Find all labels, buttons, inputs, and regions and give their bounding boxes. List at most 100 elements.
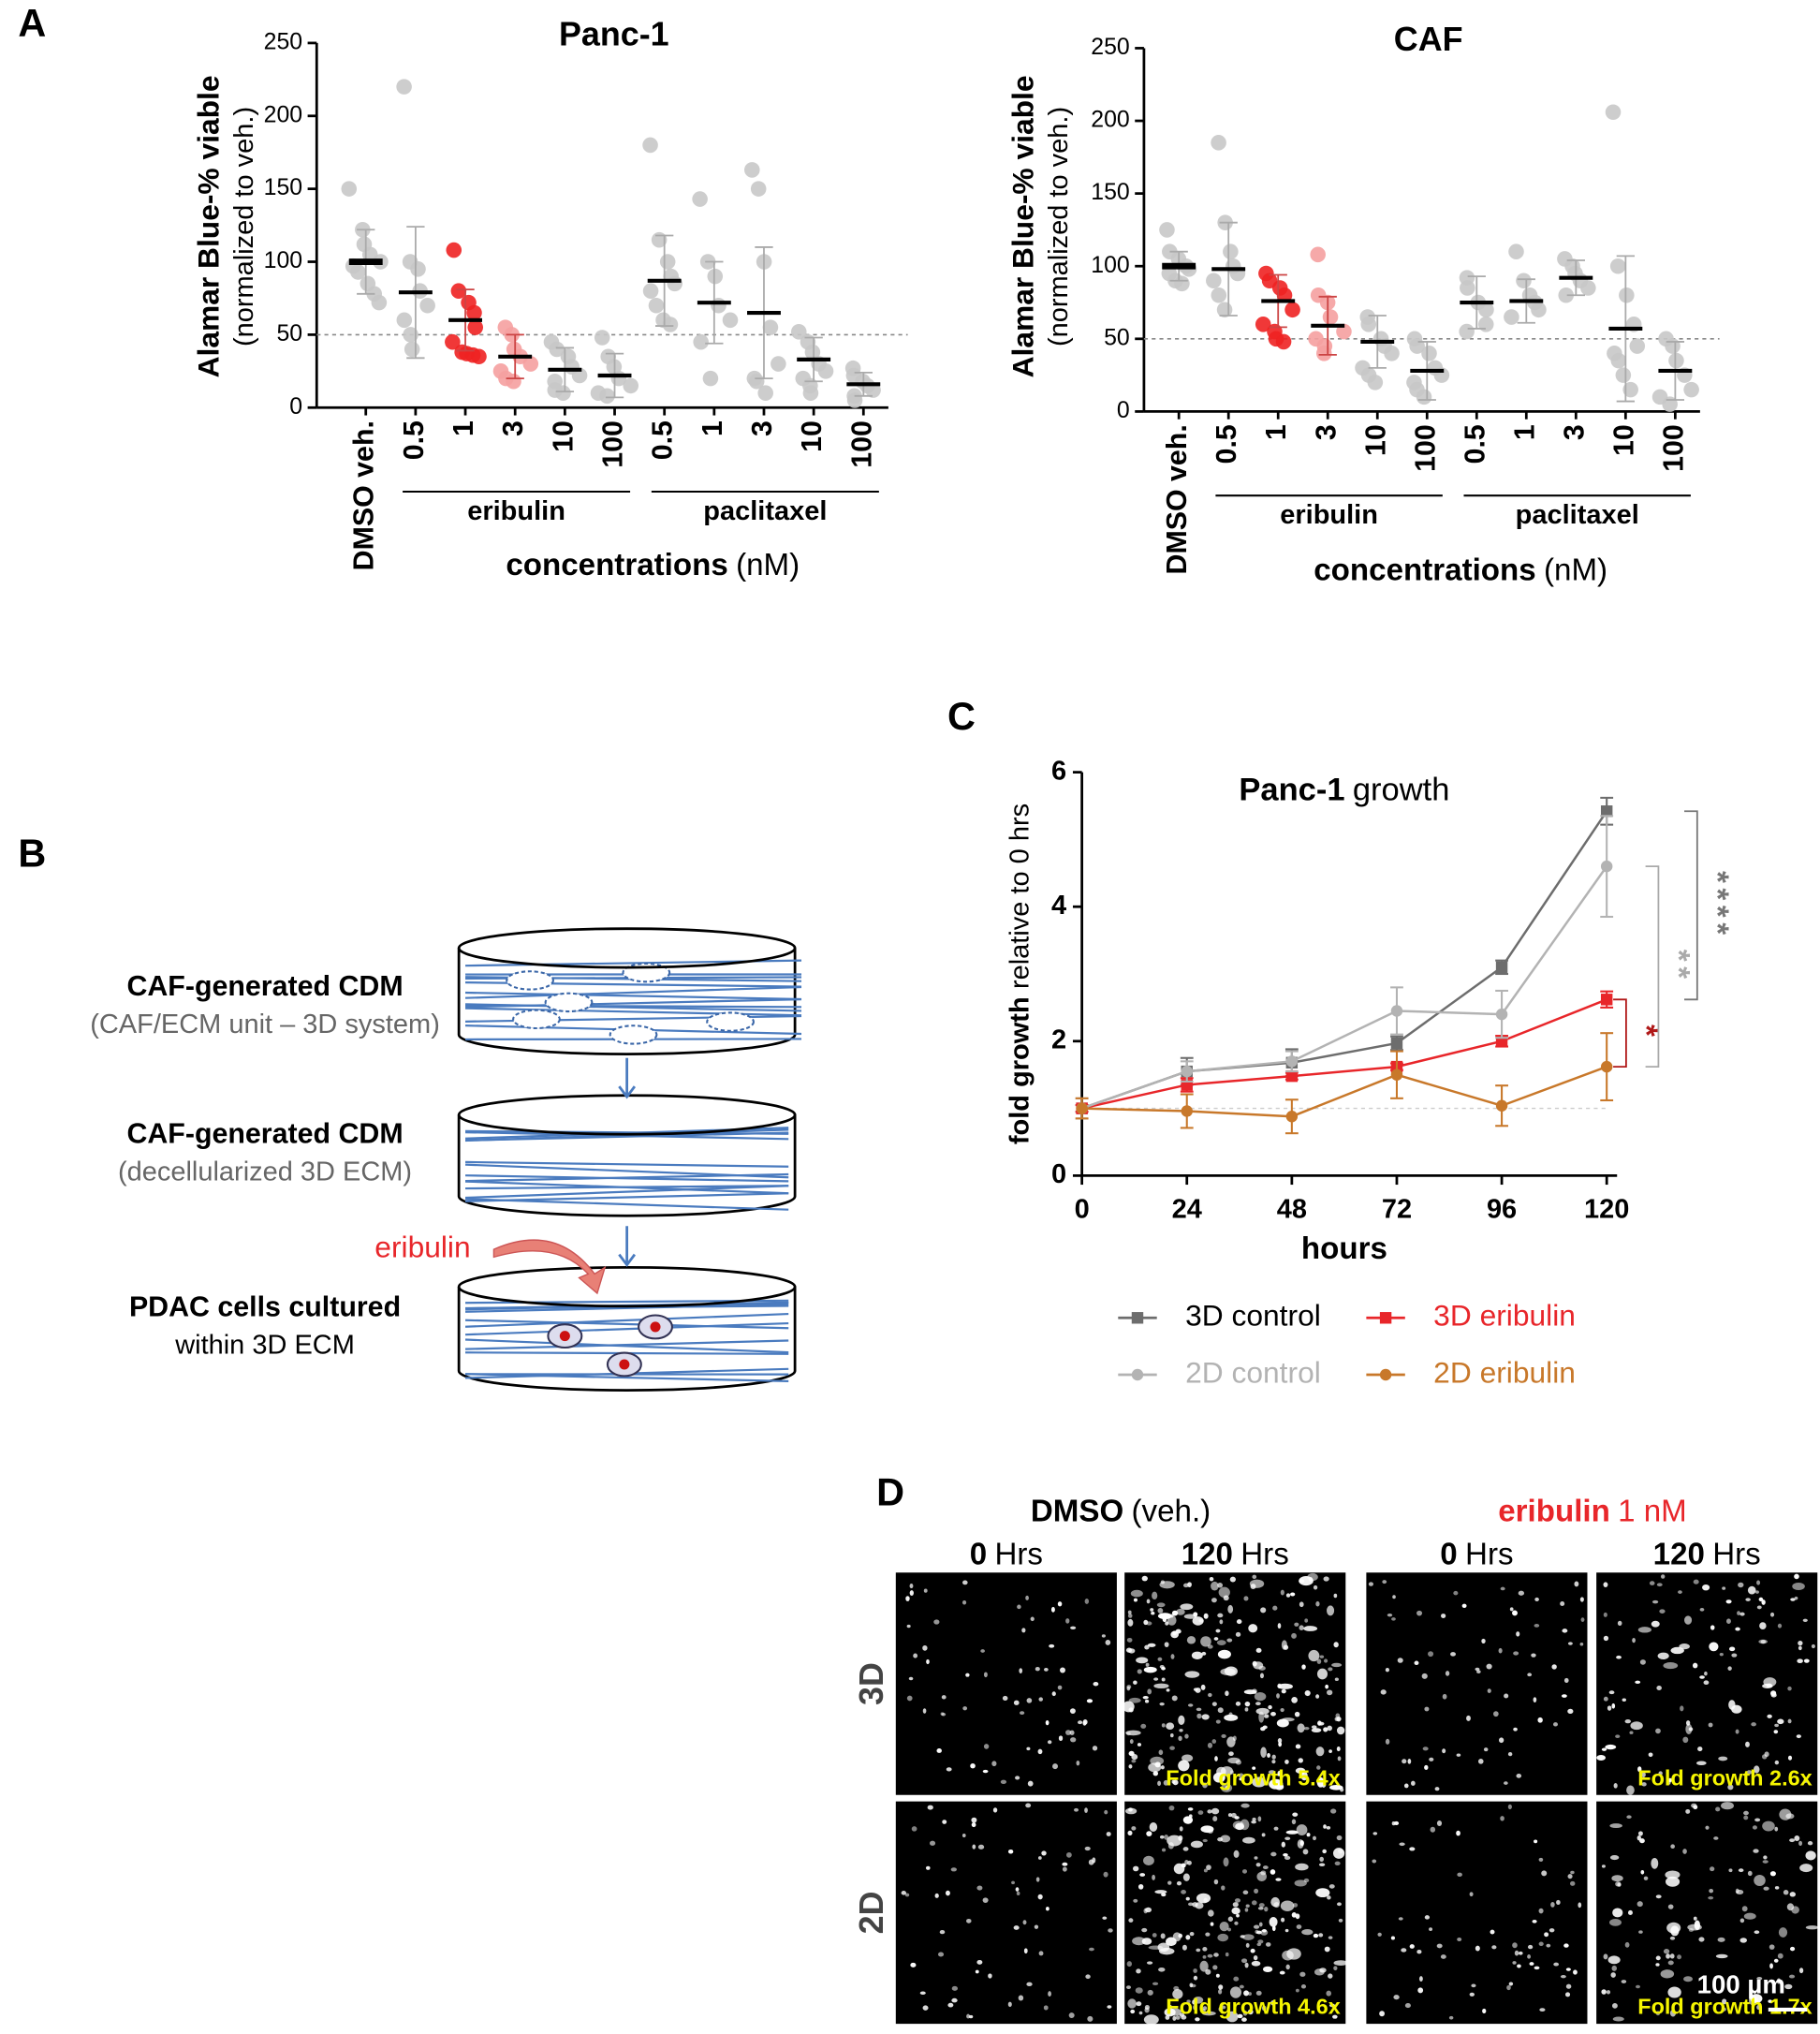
cell-spot — [1661, 1969, 1675, 1978]
cell-spot — [1561, 1975, 1566, 1978]
cell-spot — [1682, 1737, 1688, 1743]
cell-spot — [1228, 1917, 1233, 1922]
cell-spot — [1604, 1697, 1608, 1702]
x-tick-label: 10 — [1360, 424, 1391, 456]
cell-spot — [1685, 1809, 1690, 1814]
cell-spot — [1128, 1764, 1132, 1768]
cell-spot — [1537, 1717, 1542, 1723]
time-header-part: Hrs — [1465, 1537, 1514, 1571]
y-tick-label: 6 — [1051, 756, 1066, 786]
x-tick-label: DMSO veh. — [1162, 424, 1193, 574]
cell-spot — [1220, 1922, 1229, 1931]
cell-spot — [1456, 1831, 1460, 1836]
cell-spot — [1812, 1644, 1815, 1648]
cell-spot — [1295, 1879, 1307, 1886]
x-tick-label: 0.5 — [399, 420, 430, 460]
condition-header-part: (veh.) — [1132, 1495, 1211, 1529]
cell-spot — [1790, 1947, 1795, 1952]
cell-spot — [1743, 1816, 1748, 1820]
cell-spot — [1255, 1930, 1258, 1934]
cell-spot — [1601, 1989, 1606, 1995]
data-point — [1159, 222, 1175, 238]
cell-spot — [1718, 1757, 1727, 1761]
cell-spot — [1014, 1701, 1020, 1705]
y-tick-label: 0 — [289, 394, 302, 420]
cell-spot — [1216, 1719, 1221, 1723]
cell-spot — [1153, 1677, 1158, 1680]
cell-spot — [1254, 1889, 1258, 1894]
cell-spot — [1319, 1864, 1325, 1866]
cell-spot — [1041, 1850, 1046, 1855]
cell-spot — [1281, 1918, 1284, 1923]
y-tick-label: 150 — [1091, 180, 1129, 205]
data-point — [660, 254, 676, 270]
cell-spot — [1139, 2012, 1143, 2015]
data-point — [703, 371, 719, 387]
cell-spot — [1324, 1576, 1329, 1581]
cell-spot — [923, 2005, 929, 2010]
cell-spot — [1697, 1747, 1702, 1751]
cell-spot — [1658, 1653, 1669, 1659]
cell-spot — [1504, 1694, 1508, 1699]
cell-spot — [1025, 1596, 1029, 1600]
cell-spot — [1133, 1681, 1138, 1685]
cell-spot — [1668, 1905, 1674, 1909]
data-point — [397, 313, 413, 329]
y-tick-label: 50 — [276, 321, 302, 346]
cell-spot — [1399, 1917, 1403, 1920]
cell-spot — [1203, 1955, 1207, 1959]
cell-spot — [1185, 1935, 1190, 1939]
cell-spot — [1716, 1954, 1728, 1958]
cell-spot — [1331, 1663, 1342, 1667]
cell-spot — [1386, 1668, 1389, 1672]
cell-spot — [1437, 1820, 1442, 1826]
y-axis-label: (normalized to veh.) — [229, 107, 259, 346]
cell-spot — [1602, 1864, 1606, 1867]
cell-spot — [1656, 1686, 1662, 1690]
cell-spot — [1184, 1734, 1188, 1739]
marker — [1076, 1102, 1087, 1113]
cell-spot — [1234, 1922, 1238, 1925]
cell-spot — [1220, 1668, 1235, 1675]
cell-spot — [1127, 1831, 1132, 1835]
data-point — [1504, 309, 1519, 325]
chart-title: CAF — [1394, 21, 1463, 58]
cell-spot — [1093, 1682, 1098, 1686]
cell-spot — [1616, 1656, 1622, 1659]
cell-spot — [1515, 1951, 1519, 1956]
cell-spot — [1534, 1967, 1540, 1970]
condition-header: DMSO(veh.) — [1031, 1495, 1211, 1529]
cell-spot — [1632, 1638, 1636, 1643]
cell-spot — [1327, 1826, 1330, 1830]
cell-spot — [1236, 1914, 1240, 1918]
cell-spot — [1164, 1835, 1168, 1840]
cell-spot — [1774, 1724, 1779, 1727]
cell-spot — [1245, 1707, 1249, 1711]
cell-spot — [1025, 1804, 1031, 1808]
cell-spot — [1208, 1829, 1213, 1834]
time-header-part: 120 — [1182, 1537, 1233, 1571]
cell-spot — [1649, 1752, 1653, 1757]
cell-spot — [1293, 1903, 1298, 1908]
cell-spot — [1139, 1873, 1145, 1877]
data-point — [1665, 338, 1681, 354]
cell-spot — [1252, 1818, 1255, 1821]
data-point — [404, 342, 420, 358]
cell-spot — [1794, 1835, 1799, 1841]
cell-spot — [1755, 1590, 1759, 1593]
cell-spot — [1160, 1665, 1165, 1669]
cell-spot — [1131, 1590, 1143, 1598]
cell-spot — [1219, 1619, 1223, 1624]
cell-spot — [1285, 1965, 1289, 1969]
data-point — [1478, 317, 1494, 332]
cell-spot — [1263, 1865, 1269, 1869]
cell-spot — [1609, 1919, 1622, 1926]
cell-spot — [1136, 1987, 1143, 1994]
cell-spot — [1656, 1894, 1662, 1898]
cell-spot — [1611, 1966, 1617, 1971]
cell-spot — [1254, 1925, 1259, 1929]
cell-spot — [1387, 1614, 1392, 1616]
cell-spot — [1129, 1751, 1135, 1756]
